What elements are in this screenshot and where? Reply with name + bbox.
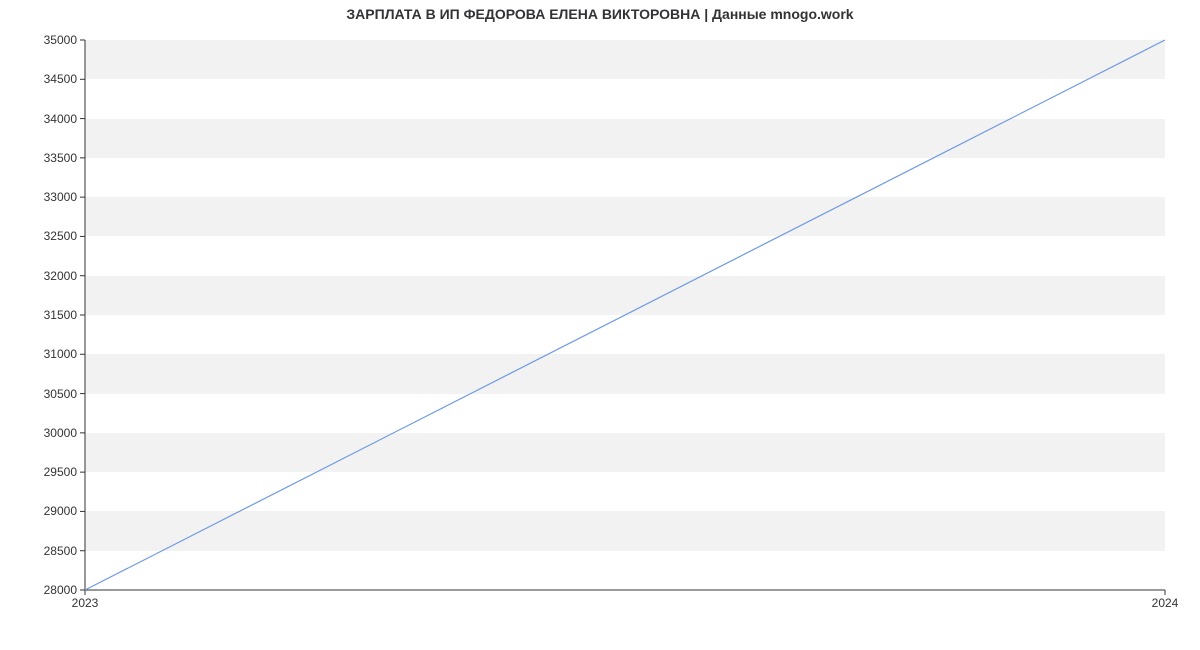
chart-title: ЗАРПЛАТА В ИП ФЕДОРОВА ЕЛЕНА ВИКТОРОВНА … bbox=[0, 6, 1200, 22]
y-tick-label: 33500 bbox=[44, 151, 77, 165]
y-tick-label: 28000 bbox=[44, 583, 77, 597]
y-tick-label: 31000 bbox=[44, 347, 77, 361]
y-tick-label: 34000 bbox=[44, 112, 77, 126]
y-tick-label: 34500 bbox=[44, 72, 77, 86]
y-tick-label: 31500 bbox=[44, 308, 77, 322]
y-tick-label: 33000 bbox=[44, 190, 77, 204]
y-tick-label: 32500 bbox=[44, 229, 77, 243]
plot-area: 2800028500290002950030000305003100031500… bbox=[85, 40, 1165, 590]
x-tick-label: 2024 bbox=[1152, 596, 1179, 610]
line-chart: ЗАРПЛАТА В ИП ФЕДОРОВА ЕЛЕНА ВИКТОРОВНА … bbox=[0, 0, 1200, 650]
y-tick-label: 35000 bbox=[44, 33, 77, 47]
y-tick-label: 30000 bbox=[44, 426, 77, 440]
y-tick-label: 28500 bbox=[44, 544, 77, 558]
y-tick-label: 29000 bbox=[44, 504, 77, 518]
axes-svg bbox=[85, 40, 1165, 590]
y-tick-label: 30500 bbox=[44, 387, 77, 401]
x-tick-label: 2023 bbox=[72, 596, 99, 610]
y-tick-label: 29500 bbox=[44, 465, 77, 479]
y-tick-label: 32000 bbox=[44, 269, 77, 283]
series-line-salary bbox=[85, 40, 1165, 590]
